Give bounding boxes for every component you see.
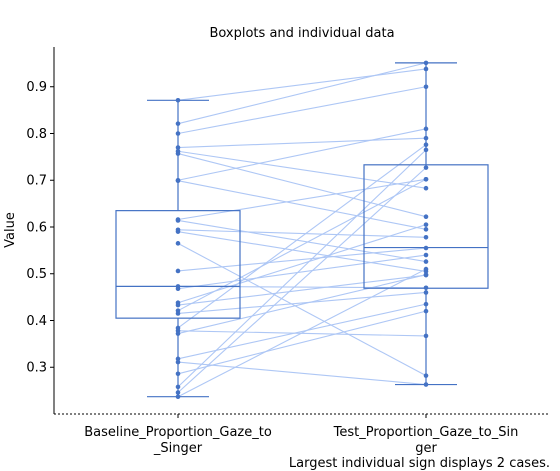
- data-point: [423, 147, 429, 153]
- data-point: [423, 185, 429, 191]
- box-iqr: [115, 210, 241, 319]
- x-tick-label: Test_Proportion_Gaze_to_Sin: [333, 425, 519, 440]
- y-tick-label: 0.8: [26, 127, 47, 142]
- y-tick-label: 0.3: [26, 361, 47, 376]
- y-tick-label: 0.9: [26, 80, 47, 95]
- x-tick-label: Baseline_Proportion_Gaze_to: [84, 425, 272, 440]
- data-point: [423, 333, 429, 339]
- data-point: [423, 135, 429, 141]
- pair-line: [177, 137, 427, 149]
- data-point: [423, 245, 429, 251]
- data-point: [175, 268, 181, 274]
- data-point: [423, 177, 429, 182]
- pair-line: [177, 149, 427, 388]
- pair-line: [177, 153, 427, 218]
- pair-line: [177, 254, 427, 290]
- pair-line: [177, 247, 427, 272]
- data-point: [423, 234, 429, 240]
- data-point: [175, 390, 181, 395]
- data-point: [423, 66, 429, 72]
- data-point: [175, 121, 181, 126]
- data-point: [175, 311, 181, 316]
- pair-line: [177, 303, 427, 360]
- data-point: [175, 218, 181, 223]
- data-point: [175, 331, 181, 336]
- pair-line: [177, 178, 427, 312]
- data-point: [423, 165, 429, 170]
- footnote: Largest individual sign displays 2 cases…: [289, 456, 550, 471]
- data-point: [423, 285, 429, 291]
- data-point: [423, 142, 429, 148]
- data-point: [423, 301, 429, 307]
- data-point: [175, 178, 181, 184]
- pair-line: [177, 291, 427, 315]
- data-point: [175, 229, 181, 234]
- data-point: [423, 214, 429, 220]
- pair-line: [177, 224, 427, 304]
- data-point: [175, 145, 181, 150]
- pair-line: [177, 274, 427, 335]
- data-point: [423, 252, 429, 258]
- data-point: [423, 84, 429, 90]
- y-tick-label: 0.6: [26, 220, 47, 235]
- pair-line: [177, 128, 427, 181]
- data-point: [175, 371, 181, 377]
- data-point: [423, 373, 429, 378]
- pair-line: [177, 242, 427, 377]
- pair-line: [177, 180, 427, 230]
- y-axis-label: Value: [3, 212, 18, 248]
- data-point: [423, 222, 429, 227]
- pair-line: [177, 361, 427, 386]
- data-point: [423, 382, 429, 387]
- data-point: [175, 97, 181, 103]
- pair-line: [177, 86, 427, 135]
- pair-line: [177, 68, 427, 101]
- data-point: [423, 272, 429, 277]
- y-tick-label: 0.5: [26, 267, 47, 282]
- data-point: [175, 286, 181, 292]
- x-tick-label: ger: [415, 441, 437, 456]
- data-point: [423, 60, 429, 66]
- data-point: [175, 302, 181, 308]
- data-point: [175, 394, 181, 400]
- pair-line: [177, 310, 427, 375]
- y-tick-label: 0.4: [26, 314, 47, 329]
- data-point: [423, 266, 429, 272]
- pair-line: [177, 144, 427, 329]
- paired-lines: [177, 62, 427, 398]
- data-point: [175, 356, 181, 362]
- pair-line: [177, 219, 427, 263]
- data-point: [423, 308, 429, 314]
- pair-line: [177, 167, 427, 393]
- pair-line: [177, 62, 427, 125]
- pair-line: [177, 268, 427, 398]
- boxes: [115, 62, 489, 398]
- data-points: [175, 60, 429, 400]
- pair-line: [177, 274, 427, 306]
- y-tick-label: 0.7: [26, 174, 47, 189]
- x-tick-label: _Singer: [153, 441, 203, 456]
- chart-title: Boxplots and individual data: [209, 26, 394, 41]
- data-point: [423, 227, 429, 232]
- data-point: [175, 384, 181, 390]
- data-point: [423, 290, 429, 295]
- data-point: [175, 241, 181, 246]
- data-point: [175, 131, 181, 136]
- pair-line: [177, 150, 427, 189]
- pair-line: [177, 178, 427, 221]
- pair-line: [177, 231, 427, 272]
- data-point: [423, 126, 429, 132]
- data-point: [423, 259, 429, 264]
- data-point: [175, 151, 181, 156]
- axes: 0.3 0.4 0.5 0.6 0.7 0.8 0.9 Baseline_Proportion…: [26, 47, 550, 456]
- pair-line: [177, 229, 427, 238]
- data-point: [175, 359, 181, 365]
